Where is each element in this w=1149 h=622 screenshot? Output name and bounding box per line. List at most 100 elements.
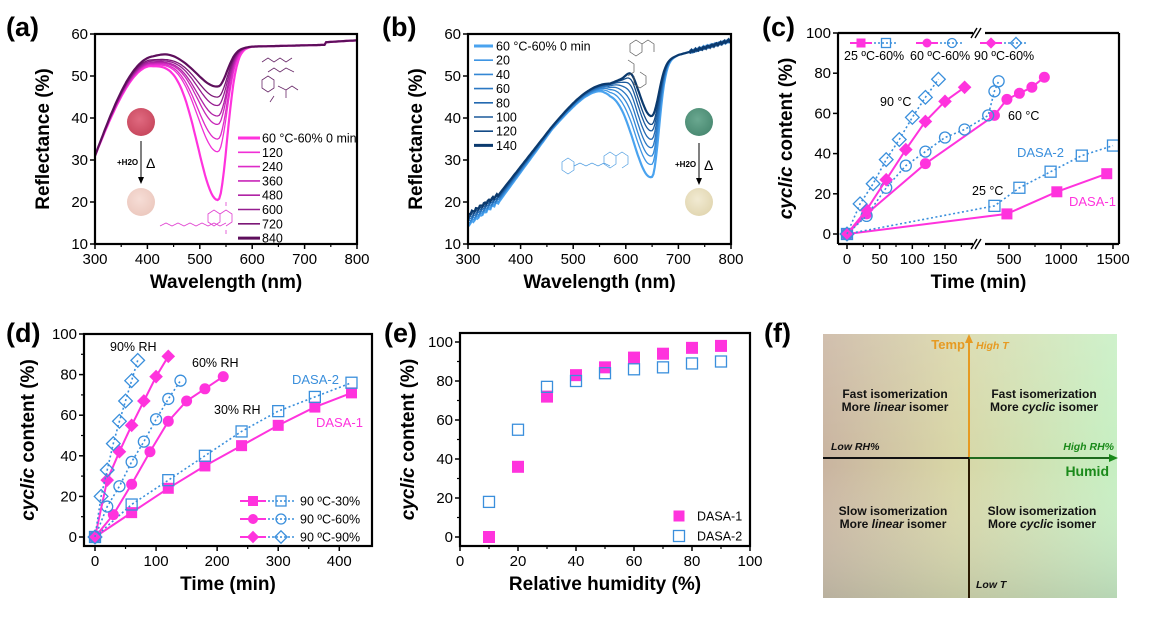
quadrant-bottom-left-isomer: More linear isomer xyxy=(840,517,947,531)
low-rh-label: Low RH% xyxy=(831,441,880,453)
x-tick-label: 20 xyxy=(510,553,527,570)
y-tick-label: 80 xyxy=(814,65,831,82)
low-t-label: Low T xyxy=(976,579,1008,591)
data-point xyxy=(839,226,855,242)
data-point xyxy=(107,509,119,521)
legend-marker xyxy=(673,510,685,522)
panel-label-c: (c) xyxy=(762,12,795,42)
x-tick-label: 400 xyxy=(135,251,160,268)
data-point xyxy=(879,172,894,187)
molecule-structure-linear xyxy=(561,151,629,175)
annotation-dasa1: DASA-1 xyxy=(1069,194,1116,209)
x-axis-label: Time (min) xyxy=(931,272,1027,293)
legend-label: DASA-1 xyxy=(697,510,742,524)
y-tick-label: 60 xyxy=(71,26,88,43)
axis-break-mark xyxy=(970,238,978,250)
x-tick-label: 80 xyxy=(684,553,701,570)
annotation-dasa2: DASA-2 xyxy=(1017,145,1064,160)
y-tick-label: 60 xyxy=(814,105,831,122)
y-tick-label: 0 xyxy=(69,529,77,546)
x-tick-label: 300 xyxy=(266,553,291,570)
legend-label: 720 xyxy=(262,217,283,231)
x-axis-label: Wavelength (nm) xyxy=(523,272,675,293)
annotation-dasa2: DASA-2 xyxy=(292,372,339,387)
y-tick-label: 40 xyxy=(60,448,77,465)
data-point xyxy=(988,85,1001,98)
axis-break-gap xyxy=(973,30,985,36)
legend-label: 25 ºC-60% xyxy=(844,49,904,63)
x-tick-label: 150 xyxy=(932,251,957,268)
panel-b-reflectance-chart: 300 400 500 600 700 800 10 20 30 40 50 60 Wavelength… xyxy=(406,26,744,293)
quadrant-bottom-right-isomer: More cyclic isomer xyxy=(988,517,1096,531)
legend-label: 100 xyxy=(496,111,517,125)
data-point xyxy=(199,383,211,395)
legend-marker xyxy=(922,38,932,48)
data-point xyxy=(685,357,699,370)
data-point xyxy=(919,158,931,170)
data-point xyxy=(272,404,285,418)
legend-label: 120 xyxy=(496,125,517,139)
data-point xyxy=(891,131,908,148)
sample-photo-before xyxy=(127,108,155,136)
series-line xyxy=(846,80,1000,235)
data-point xyxy=(1075,149,1088,162)
legend-marker xyxy=(248,496,258,506)
quadrant-top-left-rate: Fast isomerization xyxy=(842,387,947,401)
x-tick-label: 600 xyxy=(240,251,265,268)
data-point xyxy=(919,145,932,158)
y-tick-label: 60 xyxy=(60,407,77,424)
x-tick-label: 300 xyxy=(82,251,107,268)
data-point xyxy=(930,71,947,87)
y-tick-label: 60 xyxy=(444,26,461,43)
y-tick-label: 40 xyxy=(814,146,831,163)
data-point xyxy=(149,369,163,384)
data-point xyxy=(714,355,728,368)
data-point xyxy=(1013,87,1025,99)
humid-arrow-icon xyxy=(1109,454,1118,462)
data-point xyxy=(1001,93,1013,105)
data-point xyxy=(144,446,156,458)
legend-label: 60 °C-60% 0 min xyxy=(262,132,357,146)
x-tick-label: 1500 xyxy=(1096,251,1129,268)
heat-symbol: Δ xyxy=(704,157,713,173)
quadrant-bottom-right-rate: Slow isomerization xyxy=(988,504,1097,518)
quadrant-top-right-rate: Fast isomerization xyxy=(991,387,1096,401)
data-point xyxy=(113,480,126,493)
data-point xyxy=(309,401,321,413)
x-tick-label: 0 xyxy=(91,553,99,570)
data-point xyxy=(540,380,554,394)
data-point xyxy=(161,349,176,364)
x-tick-label: 600 xyxy=(613,251,638,268)
y-axis-label: cyclic content (%) xyxy=(398,359,419,521)
y-axis-label: cyclic content (%) xyxy=(18,359,39,521)
axis-break-gap xyxy=(973,241,985,247)
x-axis-label: Relative humidity (%) xyxy=(509,574,701,595)
data-point xyxy=(162,392,175,406)
data-point xyxy=(988,199,1001,213)
data-point xyxy=(137,394,151,408)
data-point xyxy=(117,393,134,409)
data-point xyxy=(162,482,174,494)
data-point xyxy=(93,488,109,505)
data-point xyxy=(917,89,934,106)
panel-c-time-chart: 0 50 100 150 500 1000 1500 0 20 40 60 80 100 Time (mi… xyxy=(776,25,1130,293)
high-rh-label: High RH% xyxy=(1063,441,1114,453)
data-point xyxy=(512,460,524,473)
y-tick-label: 80 xyxy=(60,367,77,384)
sample-photo-before xyxy=(685,108,713,136)
data-point xyxy=(988,109,1000,121)
panel-label-a: (a) xyxy=(6,12,39,42)
annotation-25c: 25 °C xyxy=(972,184,1003,198)
data-point xyxy=(345,387,357,399)
molecule-structure-linear xyxy=(159,202,233,234)
x-tick-label: 1000 xyxy=(1044,251,1077,268)
x-tick-label: 300 xyxy=(455,251,480,268)
data-point xyxy=(217,371,229,383)
legend-marker xyxy=(246,530,260,544)
data-point xyxy=(938,131,952,144)
plot-frame xyxy=(458,331,752,548)
series-line xyxy=(94,381,352,538)
data-point xyxy=(482,495,496,509)
annotation-60c: 60 °C xyxy=(1008,109,1039,123)
legend-label: 60 ºC-60% xyxy=(910,49,970,63)
